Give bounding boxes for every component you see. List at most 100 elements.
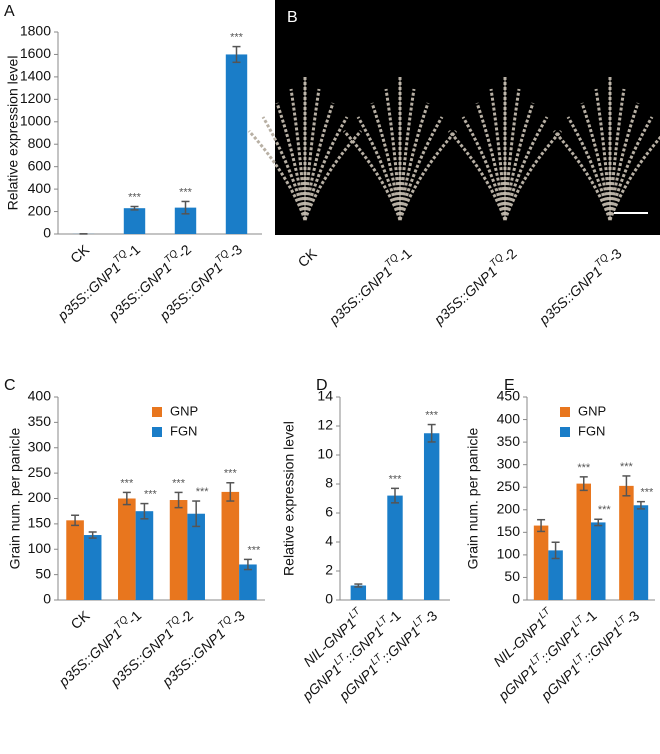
bar (387, 495, 403, 600)
x-tick-label: CK (294, 245, 320, 270)
error-bar (226, 482, 235, 502)
panicle-branch (398, 129, 458, 221)
bar (83, 535, 102, 600)
error-bar (551, 541, 560, 560)
bar (548, 550, 563, 600)
label-part: ::GNP1 (580, 623, 625, 666)
significance: *** (224, 468, 238, 480)
bar (118, 498, 136, 600)
error-bar (579, 476, 588, 492)
y-tick-label: 1400 (20, 68, 51, 84)
y-tick-label: 100 (497, 546, 521, 562)
y-tick-label: 300 (497, 455, 521, 471)
y-tick-label: 6 (325, 504, 333, 520)
error-bar (88, 531, 97, 539)
panicle-branch (608, 135, 660, 221)
error-bar (140, 502, 149, 520)
significance: *** (577, 462, 591, 474)
bar (239, 564, 257, 600)
bar (619, 485, 634, 600)
label-part: ::GNP1 (378, 623, 423, 666)
y-tick-label: 350 (497, 433, 521, 449)
y-tick-label: 250 (497, 478, 521, 494)
panicle-branch (594, 88, 612, 221)
error-bar (174, 491, 183, 509)
y-tick-label: 400 (28, 388, 52, 404)
bar (66, 520, 84, 600)
y-axis-label: Relative expression level (5, 56, 21, 211)
y-tick-label: 1800 (20, 23, 51, 39)
y-tick-label: 1000 (20, 112, 51, 128)
y-tick-label: 8 (325, 475, 333, 491)
panicle-branch (503, 129, 563, 221)
bar (533, 525, 549, 600)
significance: *** (230, 31, 244, 43)
y-tick-label: 300 (28, 438, 52, 454)
x-tick-label: p35S::GNP1TQ-1 (52, 240, 143, 324)
panicle-branch (398, 88, 416, 221)
bar (350, 585, 367, 600)
y-tick-label: 200 (28, 489, 52, 505)
label-part: p35S::GNP1 (535, 263, 605, 328)
y-tick-label: 1200 (20, 90, 51, 106)
y-tick-label: 0 (325, 591, 333, 607)
error-bar (243, 558, 252, 571)
y-tick-label: 200 (497, 500, 521, 516)
y-tick-label: 4 (325, 533, 333, 549)
error-bar (622, 475, 631, 497)
error-bar (122, 491, 131, 506)
y-tick-label: 0 (512, 591, 520, 607)
error-bar (71, 514, 80, 527)
y-tick-label: 150 (28, 515, 52, 531)
error-bar (537, 518, 546, 533)
error-bar (354, 583, 363, 588)
bar (576, 483, 591, 600)
bar (221, 491, 240, 600)
bar (123, 208, 146, 234)
error-bar (636, 500, 645, 510)
legend-swatch (560, 427, 570, 437)
significance: *** (172, 477, 186, 489)
error-bar (594, 518, 603, 527)
y-axis-label: Grain num. per panicle (465, 427, 481, 569)
panel-label: D (316, 377, 328, 394)
y-tick-label: 0 (43, 225, 51, 241)
y-tick-label: 250 (28, 464, 52, 480)
panicle-branch (303, 88, 321, 221)
significance: *** (128, 191, 142, 203)
y-tick-label: 12 (317, 417, 333, 433)
x-tick-label: p35S::GNP1TQ-2 (429, 244, 520, 328)
y-tick-label: 0 (43, 591, 51, 607)
panel-label: A (4, 3, 15, 20)
bar (225, 54, 248, 234)
label-part: CK (67, 241, 93, 266)
label-part: CK (67, 607, 93, 632)
panicle-branch (384, 88, 402, 221)
y-tick-label: 200 (28, 202, 52, 218)
bar (174, 207, 197, 234)
y-tick-label: 600 (28, 157, 52, 173)
error-bar (391, 487, 399, 504)
error-bar (427, 423, 436, 443)
y-tick-label: 150 (497, 523, 521, 539)
y-tick-label: 50 (504, 568, 520, 584)
y-tick-label: 350 (28, 413, 52, 429)
significance: *** (389, 473, 403, 485)
significance: *** (196, 486, 210, 498)
significance: *** (640, 487, 654, 499)
error-bar (130, 205, 139, 211)
panicle-branch (489, 88, 507, 221)
significance: *** (248, 544, 262, 556)
significance: *** (598, 504, 612, 516)
significance: *** (179, 186, 193, 198)
legend-label: FGN (170, 423, 197, 438)
significance: *** (120, 477, 134, 489)
legend-label: FGN (578, 423, 605, 438)
label-part: p35S::GNP1 (430, 263, 500, 328)
label-part: CK (294, 245, 320, 270)
panicle-branch (303, 129, 363, 221)
label-part: pGNP1 (537, 661, 583, 704)
error-bar (232, 45, 241, 64)
bar (423, 433, 440, 600)
y-tick-label: 2 (325, 562, 333, 578)
